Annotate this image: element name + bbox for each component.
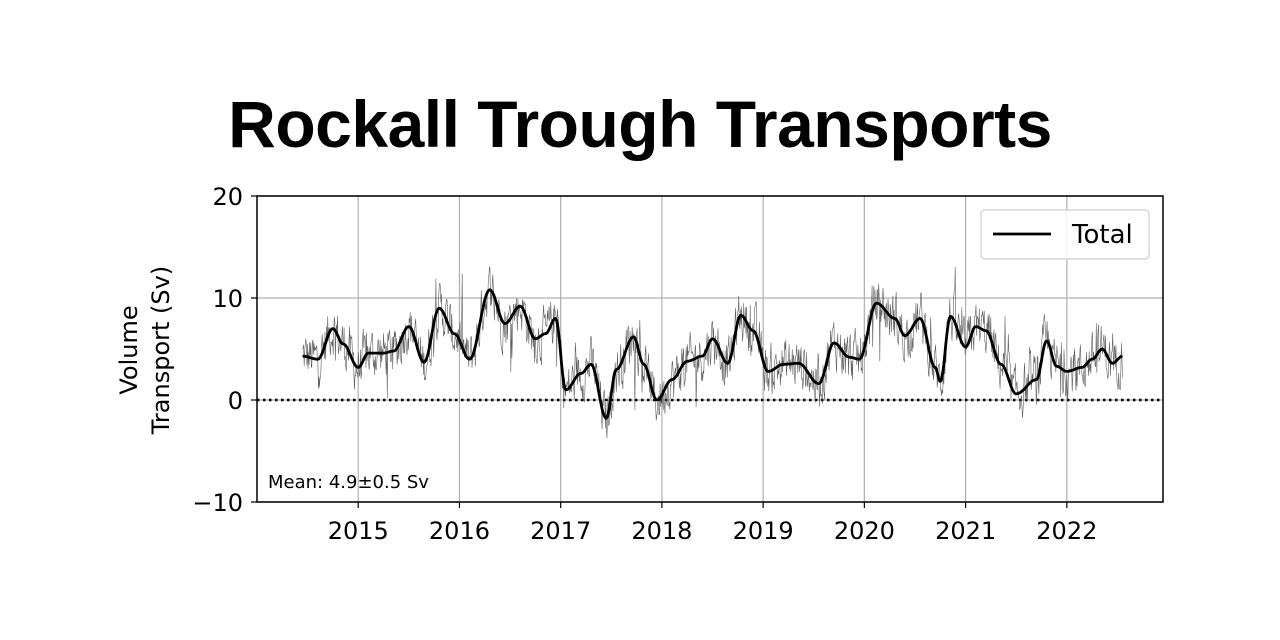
legend-box [980, 209, 1150, 260]
y-axis-title-line2: Transport (Sv) [147, 266, 175, 435]
x-tick-label: 2019 [733, 517, 794, 545]
y-tick-label: −10 [192, 489, 243, 517]
y-axis-title: Volume Transport (Sv) [115, 266, 175, 435]
page-title: Rockall Trough Transports [228, 87, 1052, 161]
raw-data-layer [302, 266, 1123, 439]
raw-trace [302, 266, 1123, 439]
x-tick-label: 2022 [1036, 517, 1097, 545]
x-tick-label: 2015 [328, 517, 389, 545]
y-tick-label: 20 [212, 183, 243, 211]
x-tick-label: 2016 [429, 517, 490, 545]
x-tick-label: 2017 [530, 517, 591, 545]
x-tick-label: 2020 [834, 517, 895, 545]
y-axis-title-line1: Volume [115, 305, 143, 394]
mean-annotation: Mean: 4.9±0.5 Sv [268, 472, 429, 493]
axis-ticks: 2015 2016 2017 2018 2019 2020 2021 2022 −10 0 10 20 [192, 183, 1097, 545]
y-tick-label: 0 [228, 387, 243, 415]
plot-frame [256, 195, 1164, 503]
legend: Total [980, 209, 1150, 260]
legend-label-total: Total [1071, 220, 1133, 250]
x-tick-label: 2021 [935, 517, 996, 545]
series-line-total [302, 288, 1123, 420]
x-tick-label: 2018 [631, 517, 692, 545]
y-tick-label: 10 [212, 285, 243, 313]
series-layer [302, 288, 1123, 420]
